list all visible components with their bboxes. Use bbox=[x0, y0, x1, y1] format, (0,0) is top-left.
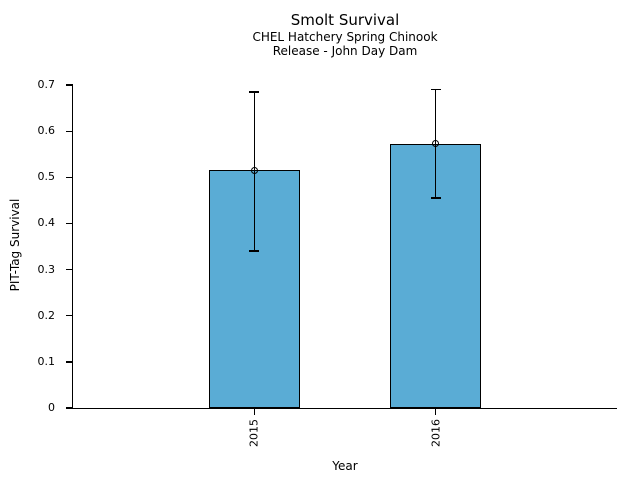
y-tick-label: 0.5 bbox=[37, 170, 56, 184]
error-bar-cap-top bbox=[430, 88, 441, 91]
y-tick-label: 0.4 bbox=[37, 216, 56, 230]
x-tick-label: 2015 bbox=[247, 419, 261, 447]
y-tick-label: 0.7 bbox=[37, 78, 56, 91]
chart-subtitle-line-2: Release - John Day Dam bbox=[272, 44, 418, 58]
error-bar-cap-bottom bbox=[430, 197, 441, 199]
y-tick-label: 0.3 bbox=[37, 262, 56, 276]
y-tick bbox=[65, 222, 72, 225]
y-tick bbox=[65, 268, 72, 271]
y-axis-spine bbox=[71, 84, 74, 408]
y-tick-label: 0.1 bbox=[37, 354, 56, 368]
error-bar-cap-bottom bbox=[249, 250, 260, 252]
y-tick bbox=[65, 176, 72, 178]
chart-title: Smolt Survival bbox=[290, 11, 400, 29]
y-tick-label: 0 bbox=[48, 401, 55, 414]
x-tick-label: 2016 bbox=[429, 419, 443, 447]
y-tick bbox=[65, 84, 72, 86]
data-point-marker bbox=[432, 140, 440, 148]
y-tick bbox=[65, 130, 72, 132]
error-bar-cap-top bbox=[249, 91, 260, 93]
data-point-marker bbox=[250, 166, 258, 174]
y-tick bbox=[65, 361, 72, 363]
x-tick bbox=[435, 409, 437, 416]
x-axis-spine bbox=[71, 408, 617, 410]
y-tick-label: 0.6 bbox=[37, 124, 56, 138]
y-tick bbox=[65, 315, 72, 317]
y-tick-label: 0.2 bbox=[37, 308, 56, 322]
x-tick bbox=[253, 409, 256, 416]
y-tick bbox=[65, 407, 72, 409]
x-axis-label: Year bbox=[332, 459, 358, 473]
chart-subtitle-line-1: CHEL Hatchery Spring Chinook bbox=[252, 30, 438, 44]
